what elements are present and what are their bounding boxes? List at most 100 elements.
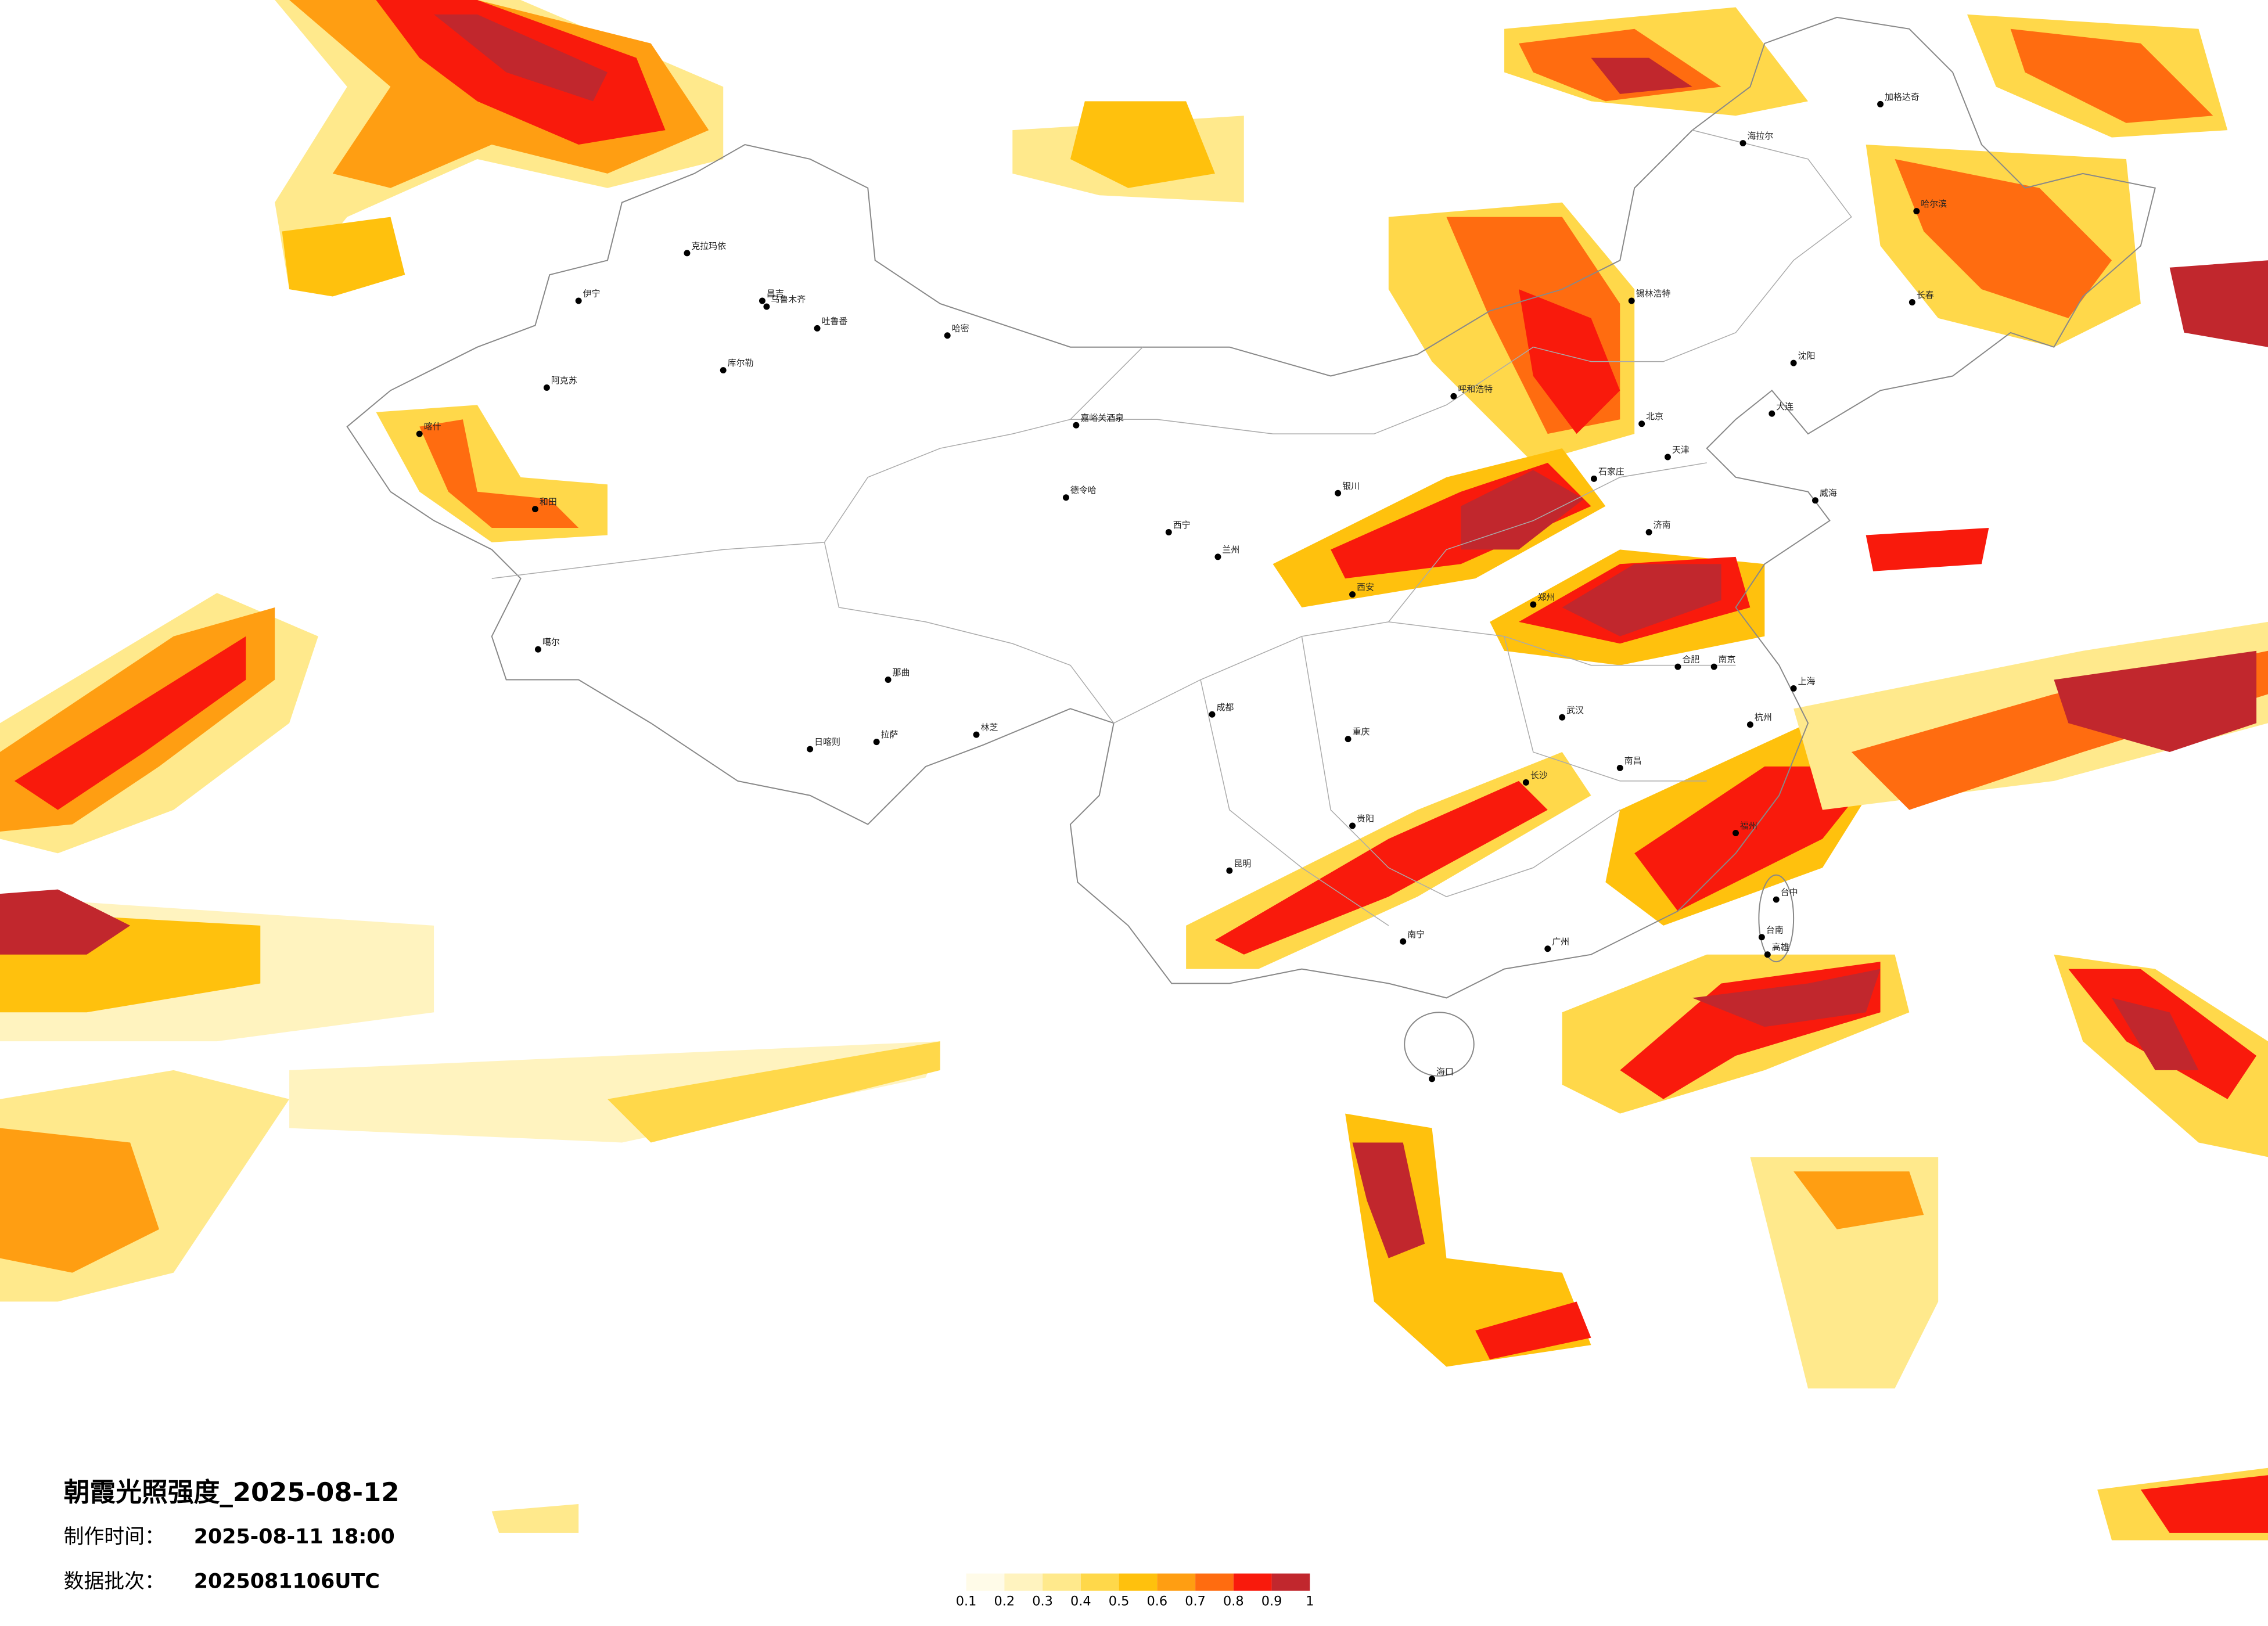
city-dot (1877, 100, 1884, 107)
city-label: 乌鲁木齐 (771, 294, 806, 305)
colorbar-tick-label: 0.6 (1147, 1593, 1168, 1609)
city-label: 西安 (1357, 582, 1374, 592)
colorbar-swatch (1080, 1573, 1119, 1591)
city-label: 台中 (1781, 887, 1798, 898)
city-label: 昌吉 (767, 289, 784, 299)
city-dot (807, 746, 814, 753)
heat-area (2169, 260, 2268, 347)
city-dot (1349, 591, 1356, 598)
colorbar-swatch (1157, 1573, 1196, 1591)
colorbar-tick-label: 0.2 (994, 1593, 1015, 1609)
city-label: 南昌 (1624, 756, 1642, 766)
colorbar-tick-label: 0.3 (1032, 1593, 1053, 1609)
heat-area (1070, 101, 1215, 188)
heat-area (1518, 289, 1620, 434)
city-dot (1349, 822, 1356, 829)
heat-area (282, 217, 405, 297)
city-dot (1773, 896, 1780, 903)
heat-area (0, 1128, 159, 1273)
city-dot (1908, 299, 1915, 305)
colorbar-tick-label: 0.1 (956, 1593, 977, 1609)
city-label: 杭州 (1755, 712, 1772, 722)
heat-area (2010, 28, 2213, 123)
heat-area (289, 1041, 940, 1143)
made-time-value: 2025-08-11 18:00 (194, 1525, 395, 1548)
city-dot (763, 303, 770, 310)
borders (346, 16, 2156, 1077)
taiwan (1758, 874, 1795, 963)
heat-area (2054, 650, 2257, 753)
city-dot (684, 250, 691, 257)
heat-area (1895, 159, 2112, 318)
city-label: 哈密 (952, 323, 969, 333)
province-border (1113, 462, 1736, 926)
city-dot (759, 297, 765, 304)
city-dot (1450, 393, 1457, 400)
heat-area (1461, 470, 1584, 550)
city-label: 大连 (1776, 401, 1793, 412)
city-dot (1674, 663, 1681, 670)
city-dot (1345, 736, 1352, 743)
city-dot (1812, 497, 1818, 504)
city-label: 德令哈 (1070, 485, 1097, 495)
colorbar-tick-label: 1 (1306, 1593, 1314, 1609)
colorbar-tick-label: 0.5 (1109, 1593, 1130, 1609)
city-dot (873, 739, 880, 746)
city-dot (1739, 140, 1746, 147)
city-label: 嘉峪关酒泉 (1080, 413, 1124, 423)
heat-area (1562, 564, 1721, 636)
heat-layer (0, 0, 2268, 1541)
city-label: 济南 (1654, 520, 1671, 530)
colorbar-swatch (1195, 1573, 1234, 1591)
province-border (1070, 129, 1852, 434)
city-dot (1335, 490, 1342, 497)
hainan (1404, 1012, 1475, 1077)
city-dot (531, 506, 538, 513)
colorbar-tick-label: 0.7 (1185, 1593, 1206, 1609)
city-dot (1746, 721, 1753, 728)
city-dot (1400, 938, 1407, 945)
city-label: 威海 (1820, 488, 1837, 498)
city-label: 郑州 (1537, 592, 1555, 603)
city-label: 石家庄 (1598, 466, 1624, 477)
city-label: 沈阳 (1798, 351, 1816, 361)
city-label: 海口 (1436, 1066, 1454, 1077)
city-label: 贵阳 (1357, 814, 1374, 824)
city-label: 昆明 (1234, 858, 1251, 869)
heat-area (434, 14, 608, 102)
heat-area (419, 419, 579, 528)
city-label: 高雄 (1772, 942, 1789, 952)
colorbar-swatch (1119, 1573, 1158, 1591)
city-label: 噶尔 (542, 637, 560, 647)
title: 朝霞光照强度_2025-08-12 (64, 1477, 400, 1508)
city-label: 阿克苏 (551, 375, 577, 386)
city-dot (1165, 529, 1172, 535)
city-label: 南京 (1719, 654, 1736, 665)
colorbar-swatch (1233, 1573, 1272, 1591)
city-dot (1226, 867, 1233, 874)
city-label: 吐鲁番 (822, 316, 848, 326)
city-dot (1790, 685, 1797, 692)
city-dot (1062, 494, 1069, 501)
city-dot (1628, 297, 1635, 304)
city-label: 长春 (1917, 290, 1934, 300)
city-label: 加格达奇 (1885, 92, 1920, 102)
city-dot (1733, 830, 1739, 836)
city-dot (885, 677, 892, 683)
city-dot (1764, 951, 1771, 958)
heat-area (0, 889, 131, 955)
city-label: 北京 (1646, 411, 1663, 422)
city-dot (1429, 1075, 1436, 1082)
city-label: 长沙 (1530, 770, 1548, 780)
heat-area (14, 636, 246, 810)
city-label: 哈尔滨 (1921, 199, 1947, 209)
colorbar-swatch (966, 1573, 1005, 1591)
city-label: 重庆 (1353, 726, 1370, 737)
heat-area (2140, 1475, 2268, 1533)
heat-area (1352, 1142, 1425, 1258)
heat-area (491, 1504, 579, 1533)
city-label: 南宁 (1407, 929, 1425, 940)
city-label: 日喀则 (814, 737, 840, 747)
city-dot (534, 646, 541, 653)
